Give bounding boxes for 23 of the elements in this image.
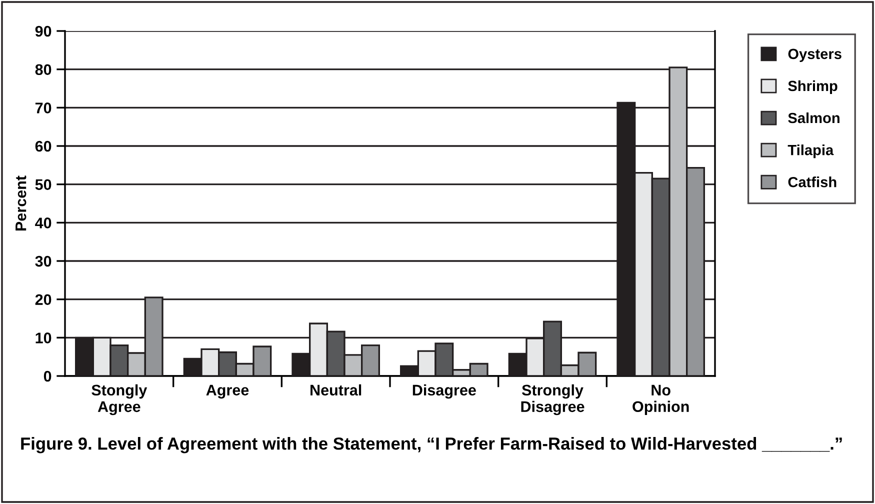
legend-label: Shrimp	[788, 80, 838, 94]
x-tick-label: Neutral	[310, 384, 362, 396]
y-tick-label: 10	[36, 332, 52, 344]
x-tick-label: No Opinion	[632, 384, 689, 416]
legend-label: Catfish	[788, 176, 836, 188]
x-tick-label: Agree	[206, 384, 249, 399]
y-tick-label: 40	[35, 218, 52, 228]
y-tick-label: 90	[35, 26, 52, 37]
y-axis-title: Percent	[16, 176, 26, 230]
y-tick-label: 80	[35, 64, 52, 76]
x-tick-label: Disagree	[412, 384, 476, 399]
legend-label: Tilapia	[788, 144, 834, 158]
y-tick-label: 60	[35, 140, 52, 152]
x-tick-label: Stongly Agree	[92, 384, 148, 416]
caption: Figure 9. Level of Agreement with the Statement, “I Prefer Farm-Raised to Wild-Harvested _______.”	[21, 437, 842, 454]
x-tick-label: Strongly Disagree	[521, 384, 584, 416]
y-tick-label: 50	[35, 179, 52, 190]
legend-label: Oysters	[788, 48, 842, 62]
y-tick-label: 20	[35, 294, 52, 306]
y-tick-label: 70	[35, 102, 52, 114]
y-tick-label: 0	[44, 370, 52, 382]
legend-label: Salmon	[788, 112, 840, 124]
y-tick-label: 30	[35, 256, 52, 267]
